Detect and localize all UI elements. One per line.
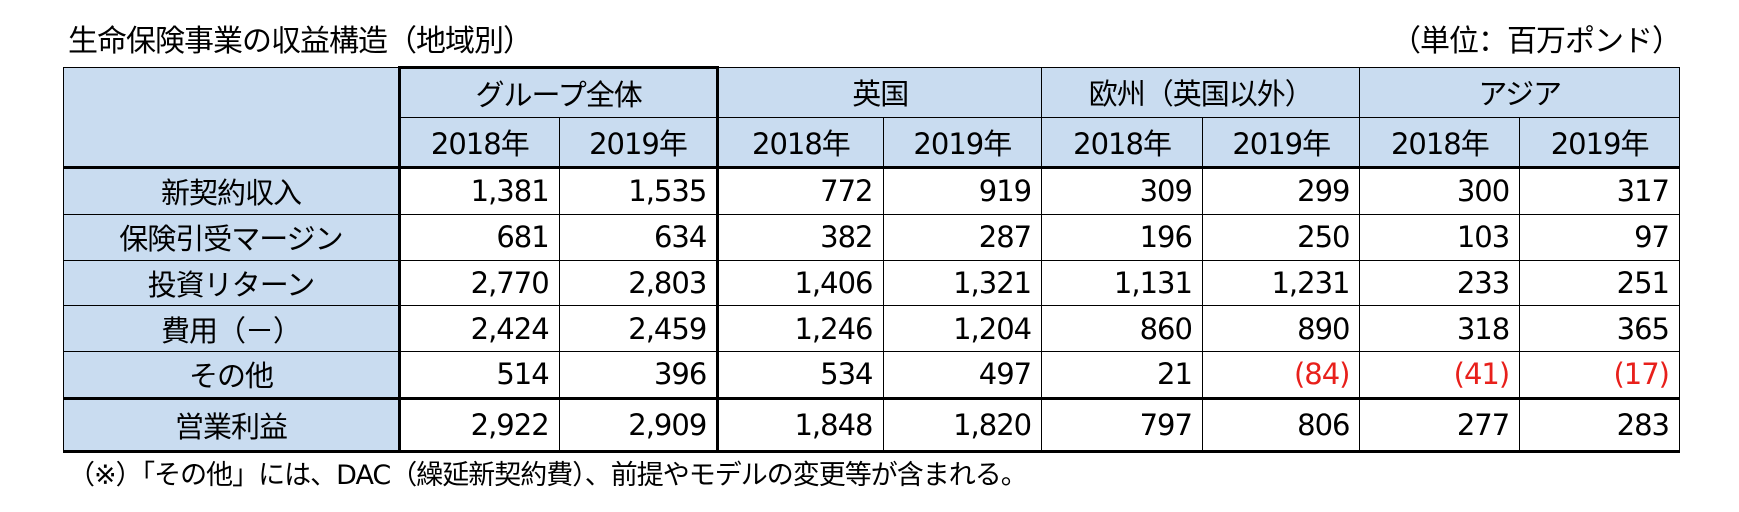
year-header: 2018年: [1041, 116, 1203, 169]
value-cell: 396: [558, 350, 720, 400]
row-label: 保険引受マージン: [63, 213, 400, 261]
value-cell: 300: [1359, 166, 1521, 215]
value-cell: 1,381: [397, 166, 560, 215]
value-cell: 318: [1359, 305, 1521, 352]
value-cell: 534: [717, 350, 884, 400]
value-cell: 860: [1041, 305, 1203, 352]
row-label: 投資リターン: [63, 259, 400, 307]
value-cell: 919: [882, 166, 1043, 215]
value-cell: 1,204: [882, 305, 1043, 352]
value-cell: 1,131: [1041, 259, 1203, 307]
value-cell: 1,535: [558, 166, 720, 215]
value-cell: 2,922: [397, 396, 560, 454]
value-cell: 1,848: [717, 396, 884, 454]
region-header-row: グループ全体 英国 欧州（英国以外） アジア: [63, 66, 1680, 169]
year-header: 2018年: [397, 116, 560, 169]
value-cell: 1,246: [717, 305, 884, 352]
value-cell: 250: [1201, 213, 1361, 261]
value-cell: 514: [397, 350, 560, 400]
value-cell: 196: [1041, 213, 1203, 261]
year-header: 2019年: [558, 116, 720, 169]
negative-value-cell: (17): [1519, 350, 1680, 400]
table-title: 生命保険事業の収益構造（地域別）: [68, 24, 533, 59]
region-header: グループ全体: [397, 66, 720, 118]
table-row: 新契約収入 1,381 1,535 772 919 309 299 300 31…: [63, 166, 1680, 215]
year-header-row: 2018年 2019年 2018年 2019年 2018年 2019年 2018…: [63, 116, 1680, 169]
row-label: 新契約収入: [63, 166, 400, 215]
total-row: 営業利益 2,922 2,909 1,848 1,820 797 806 277…: [63, 396, 1680, 454]
value-cell: 1,406: [717, 259, 884, 307]
unit-label: （単位：百万ポンド）: [1391, 24, 1682, 59]
corner-cell: [63, 67, 400, 169]
region-header: 欧州（英国以外）: [1041, 67, 1361, 118]
row-label: 費用（－）: [63, 305, 400, 352]
value-cell: 365: [1519, 305, 1680, 352]
value-cell: 2,803: [558, 259, 720, 307]
value-cell: 497: [882, 350, 1043, 400]
row-label: 営業利益: [63, 396, 400, 454]
value-cell: 103: [1359, 213, 1521, 261]
value-cell: 2,424: [397, 305, 560, 352]
year-header: 2019年: [1201, 116, 1361, 169]
value-cell: 283: [1519, 396, 1680, 454]
value-cell: 2,770: [397, 259, 560, 307]
value-cell: 772: [717, 166, 884, 215]
value-cell: 299: [1201, 166, 1361, 215]
value-cell: 2,909: [558, 396, 720, 454]
table-row: 費用（－） 2,424 2,459 1,246 1,204 860 890 31…: [63, 305, 1680, 352]
value-cell: 233: [1359, 259, 1521, 307]
value-cell: 2,459: [558, 305, 720, 352]
table-row: 投資リターン 2,770 2,803 1,406 1,321 1,131 1,2…: [63, 259, 1680, 307]
value-cell: 251: [1519, 259, 1680, 307]
footnote: （※）「その他」には、DAC（繰延新契約費）、前提やモデルの変更等が含まれる。: [68, 460, 1028, 491]
table-row: その他 514 396 534 497 21 (84) (41) (17): [63, 350, 1680, 400]
value-cell: 634: [558, 213, 720, 261]
value-cell: 382: [717, 213, 884, 261]
value-cell: 309: [1041, 166, 1203, 215]
value-cell: 1,820: [882, 396, 1043, 454]
year-header: 2019年: [882, 116, 1043, 169]
year-header: 2018年: [717, 116, 884, 169]
negative-value-cell: (84): [1201, 350, 1361, 400]
value-cell: 21: [1041, 350, 1203, 400]
year-header: 2018年: [1359, 116, 1521, 169]
region-header: 英国: [717, 67, 1043, 118]
value-cell: 1,231: [1201, 259, 1361, 307]
value-cell: 277: [1359, 396, 1521, 454]
value-cell: 1,321: [882, 259, 1043, 307]
value-cell: 806: [1201, 396, 1361, 454]
year-header: 2019年: [1519, 116, 1680, 169]
region-header: アジア: [1359, 67, 1680, 118]
row-label: その他: [63, 350, 400, 400]
negative-value-cell: (41): [1359, 350, 1521, 400]
value-cell: 681: [397, 213, 560, 261]
table-row: 保険引受マージン 681 634 382 287 196 250 103 97: [63, 213, 1680, 261]
revenue-structure-table: グループ全体 英国 欧州（英国以外） アジア 2018年 2019年 2018年…: [63, 66, 1680, 454]
value-cell: 797: [1041, 396, 1203, 454]
value-cell: 890: [1201, 305, 1361, 352]
value-cell: 317: [1519, 166, 1680, 215]
value-cell: 97: [1519, 213, 1680, 261]
value-cell: 287: [882, 213, 1043, 261]
